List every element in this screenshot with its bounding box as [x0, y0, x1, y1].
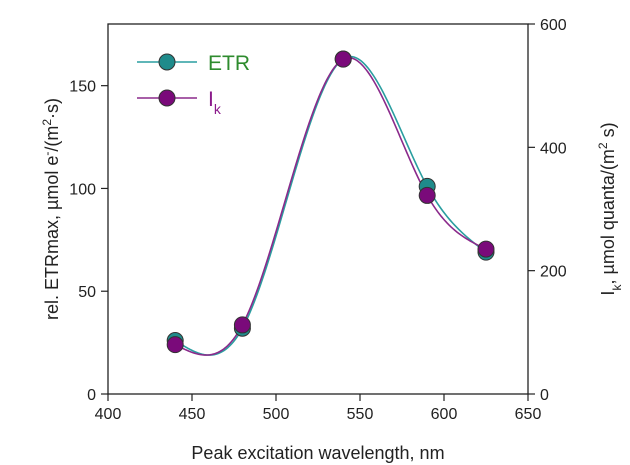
right-y-tick-label: 400 [540, 140, 567, 157]
left-y-tick-label: 50 [78, 284, 96, 301]
x-tick-label: 550 [347, 406, 374, 423]
legend-etr-label: ETR [208, 52, 250, 75]
x-axis-ticks: 400 450 500 550 600 650 [95, 394, 542, 423]
legend-etr-marker [158, 53, 176, 71]
data-point-ik [233, 316, 251, 334]
left-y-tick-label: 150 [69, 79, 96, 96]
x-axis-title: Peak excitation wavelength, nm [191, 443, 444, 463]
series-line-ik [174, 56, 487, 356]
data-point-ik [166, 336, 184, 354]
series-points [166, 50, 495, 354]
legend: ETR Ik [137, 52, 250, 117]
x-tick-label: 400 [95, 406, 122, 423]
x-tick-label: 600 [431, 406, 458, 423]
data-point-ik [418, 186, 436, 204]
right-y-axis-ticks: 0 200 400 600 [528, 17, 567, 404]
series-curves [174, 55, 487, 356]
x-tick-label: 650 [515, 406, 542, 423]
plot-frame [107, 23, 529, 395]
left-y-tick-label: 0 [87, 387, 96, 404]
legend-ik-marker [158, 89, 176, 107]
left-y-axis-title: rel. ETRmax, µmol e-/(m2·s) [40, 98, 62, 320]
series-line-etr [174, 55, 487, 356]
data-point-ik [334, 50, 352, 68]
left-y-axis-ticks: 0 50 100 150 [69, 79, 108, 404]
x-tick-label: 450 [179, 406, 206, 423]
right-y-tick-label: 200 [540, 264, 567, 281]
left-y-tick-label: 100 [69, 181, 96, 198]
legend-ik-label: Ik [208, 88, 222, 117]
right-y-tick-label: 0 [540, 387, 549, 404]
data-point-ik [477, 240, 495, 258]
right-y-tick-label: 600 [540, 17, 567, 34]
x-tick-label: 500 [263, 406, 290, 423]
right-y-axis-title: Ik, µmol quanta/(m2 s) [596, 122, 624, 295]
